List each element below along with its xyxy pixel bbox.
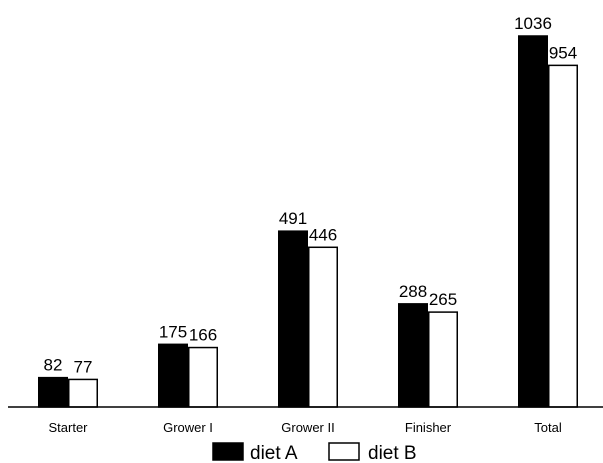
x-tick-label-grower-ii: Grower II [281,420,334,435]
x-tick-label-starter: Starter [48,420,88,435]
data-label-diet-b-starter: 77 [74,357,93,376]
data-label-diet-a-total: 1036 [514,14,552,33]
x-tick-label-grower-i: Grower I [163,420,213,435]
legend-label-diet-b: diet B [368,443,417,463]
bar-diet-a-starter [38,376,68,408]
bar-diet-a-grower-i [158,343,188,408]
bar-diet-a-total [518,35,548,408]
bars-layer [38,35,578,408]
x-tick-labels-layer: Starter Grower I Grower II Finisher Total [48,420,561,435]
bar-diet-a-grower-ii [278,230,308,408]
x-tick-label-finisher: Finisher [405,420,452,435]
data-label-diet-a-grower-ii: 491 [279,209,307,228]
data-label-diet-b-grower-i: 166 [189,326,217,345]
data-label-diet-b-total: 954 [549,43,577,62]
data-label-diet-b-finisher: 265 [429,290,457,309]
data-label-diet-b-grower-ii: 446 [309,225,337,244]
bar-diet-b-total [548,64,578,408]
bar-diet-b-starter [68,378,98,408]
legend-label-diet-a: diet A [250,443,298,463]
legend-swatch-diet-a [212,442,244,461]
bar-diet-b-grower-i [188,346,218,408]
x-tick-label-total: Total [534,420,562,435]
data-label-diet-a-starter: 82 [44,356,63,375]
data-label-diet-a-finisher: 288 [399,282,427,301]
bar-diet-a-finisher [398,303,428,408]
bar-diet-b-finisher [428,311,458,408]
data-label-diet-a-grower-i: 175 [159,322,187,341]
legend: diet A diet B [212,442,417,463]
bar-diet-b-grower-ii [308,246,338,408]
legend-swatch-diet-b [328,442,360,461]
